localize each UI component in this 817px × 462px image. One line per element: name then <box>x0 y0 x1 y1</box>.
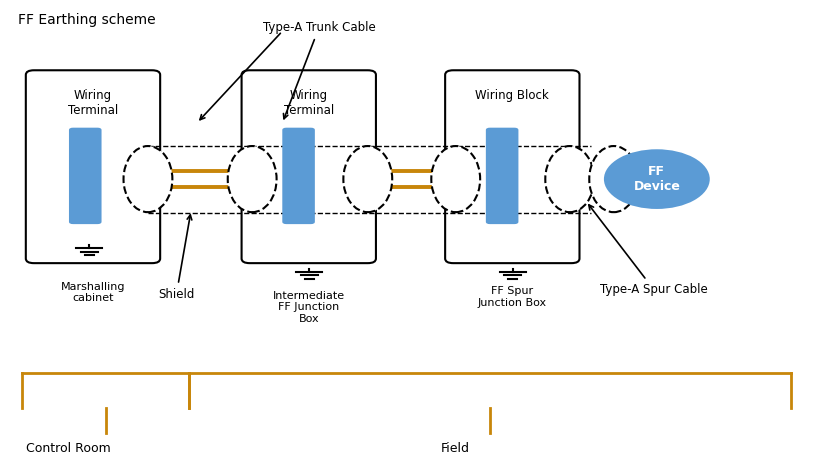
Ellipse shape <box>123 146 172 212</box>
Text: Field: Field <box>441 442 470 455</box>
FancyBboxPatch shape <box>69 128 101 224</box>
Ellipse shape <box>589 146 638 212</box>
Text: Wiring Block: Wiring Block <box>475 89 549 102</box>
Text: Shield: Shield <box>158 215 194 301</box>
Text: Type-A Trunk Cable: Type-A Trunk Cable <box>262 21 375 119</box>
FancyBboxPatch shape <box>283 128 315 224</box>
Circle shape <box>604 149 710 209</box>
FancyBboxPatch shape <box>486 128 519 224</box>
Ellipse shape <box>431 146 480 212</box>
FancyBboxPatch shape <box>445 70 579 263</box>
FancyBboxPatch shape <box>242 70 376 263</box>
Text: FF
Device: FF Device <box>633 165 681 193</box>
Text: Type-A Spur Cable: Type-A Spur Cable <box>589 205 708 296</box>
Text: FF Spur
Junction Box: FF Spur Junction Box <box>478 286 547 308</box>
Ellipse shape <box>228 146 277 212</box>
Text: Intermediate
FF Junction
Box: Intermediate FF Junction Box <box>273 291 345 324</box>
Text: Marshalling
cabinet: Marshalling cabinet <box>60 281 125 303</box>
FancyBboxPatch shape <box>26 70 160 263</box>
Ellipse shape <box>343 146 392 212</box>
Text: FF Earthing scheme: FF Earthing scheme <box>18 13 155 27</box>
Text: Control Room: Control Room <box>26 442 110 455</box>
Text: Wiring
Terminal: Wiring Terminal <box>283 89 334 116</box>
Text: Wiring
Terminal: Wiring Terminal <box>68 89 118 116</box>
Ellipse shape <box>545 146 594 212</box>
